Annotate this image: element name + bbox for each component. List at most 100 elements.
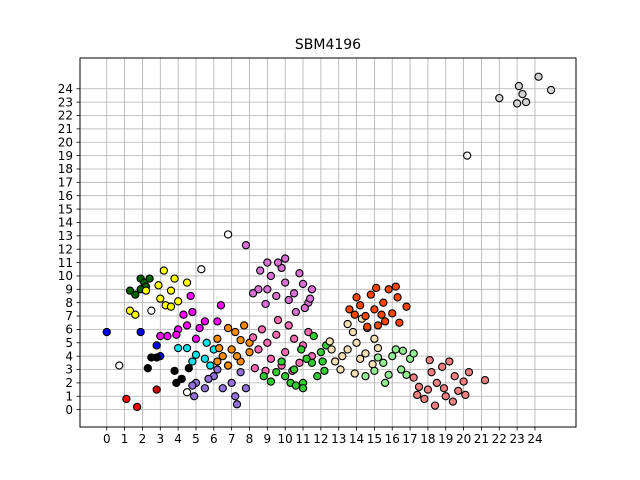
y-tick-label: 8 xyxy=(65,296,73,310)
data-point xyxy=(156,294,165,303)
x-tick-label: 22 xyxy=(492,432,507,446)
data-point xyxy=(350,310,359,319)
data-point xyxy=(170,274,179,283)
y-tick-label: 2 xyxy=(65,376,73,390)
data-point xyxy=(438,362,447,371)
data-point xyxy=(266,354,276,363)
data-point xyxy=(348,327,358,337)
data-point xyxy=(131,310,140,319)
x-tick-label: 7 xyxy=(228,432,236,446)
data-point xyxy=(263,285,272,294)
data-point xyxy=(338,351,347,361)
data-point xyxy=(115,361,124,370)
data-point xyxy=(373,343,383,353)
y-tick-label: 0 xyxy=(65,403,73,417)
data-point xyxy=(336,365,345,374)
data-point xyxy=(159,266,169,275)
x-tick-label: 13 xyxy=(331,432,346,446)
data-point xyxy=(448,397,458,406)
data-point xyxy=(191,350,201,359)
y-tick-label: 6 xyxy=(65,323,73,337)
grid xyxy=(80,58,576,427)
data-point xyxy=(295,269,304,278)
data-point xyxy=(172,330,181,339)
data-point xyxy=(450,372,459,381)
x-tick-label: 21 xyxy=(474,432,489,446)
x-tick-label: 18 xyxy=(420,432,435,446)
data-point xyxy=(423,385,433,394)
y-tick-label: 3 xyxy=(65,363,73,377)
data-point xyxy=(343,345,352,354)
data-point xyxy=(370,366,379,375)
data-point xyxy=(388,351,397,361)
data-point xyxy=(227,345,236,354)
data-point xyxy=(361,372,370,381)
data-point xyxy=(281,278,290,287)
data-point xyxy=(179,310,188,319)
data-point xyxy=(147,306,156,315)
data-point xyxy=(393,293,402,302)
data-point xyxy=(409,349,418,358)
x-tick-label: 1 xyxy=(121,432,129,446)
data-point xyxy=(427,368,436,377)
data-point xyxy=(241,241,251,250)
data-point xyxy=(248,289,258,298)
x-tick-label: 15 xyxy=(367,432,382,446)
data-point xyxy=(143,364,152,373)
data-point xyxy=(170,366,179,375)
data-point xyxy=(152,341,161,350)
data-point xyxy=(200,354,210,363)
data-point xyxy=(172,378,181,388)
data-point xyxy=(402,302,411,311)
data-point xyxy=(300,303,309,313)
data-point xyxy=(445,357,454,366)
data-point xyxy=(272,330,281,339)
data-point xyxy=(420,394,429,404)
y-tick-label: 9 xyxy=(65,282,73,296)
data-point xyxy=(261,299,270,309)
data-point xyxy=(409,373,418,382)
data-point xyxy=(102,327,111,337)
x-tick-label: 4 xyxy=(174,432,182,446)
data-point xyxy=(239,321,249,330)
y-tick-label: 21 xyxy=(58,122,73,136)
data-point xyxy=(395,318,404,327)
data-point xyxy=(163,331,172,341)
data-point xyxy=(307,358,317,367)
x-tick-label: 14 xyxy=(349,432,364,446)
data-point xyxy=(188,307,197,317)
data-point xyxy=(204,374,213,384)
data-point xyxy=(186,291,195,301)
data-point xyxy=(361,349,370,358)
y-tick-label: 14 xyxy=(58,216,73,230)
data-point xyxy=(200,317,210,326)
y-tick-label: 5 xyxy=(65,336,73,350)
data-point xyxy=(518,89,527,99)
data-point xyxy=(173,297,183,306)
data-point xyxy=(152,385,161,394)
data-point xyxy=(125,286,135,295)
y-tick-label: 4 xyxy=(65,349,73,363)
data-point xyxy=(266,377,276,386)
data-point xyxy=(388,309,397,318)
data-point xyxy=(200,384,210,393)
data-point xyxy=(190,392,199,401)
data-point xyxy=(461,390,470,400)
y-tick-label: 18 xyxy=(58,162,73,176)
data-point xyxy=(343,319,352,329)
data-point xyxy=(152,353,161,362)
y-tick-label: 15 xyxy=(58,202,73,216)
data-point xyxy=(495,93,504,103)
data-point xyxy=(464,368,474,377)
data-point xyxy=(355,354,365,363)
data-point xyxy=(309,331,318,341)
y-tick-label: 17 xyxy=(58,176,73,190)
data-point xyxy=(384,370,393,380)
x-tick-label: 19 xyxy=(438,432,453,446)
data-point xyxy=(223,361,233,370)
data-point xyxy=(202,338,211,347)
plot-frame xyxy=(79,57,577,428)
x-tick-label: 23 xyxy=(509,432,524,446)
data-point xyxy=(188,381,197,390)
